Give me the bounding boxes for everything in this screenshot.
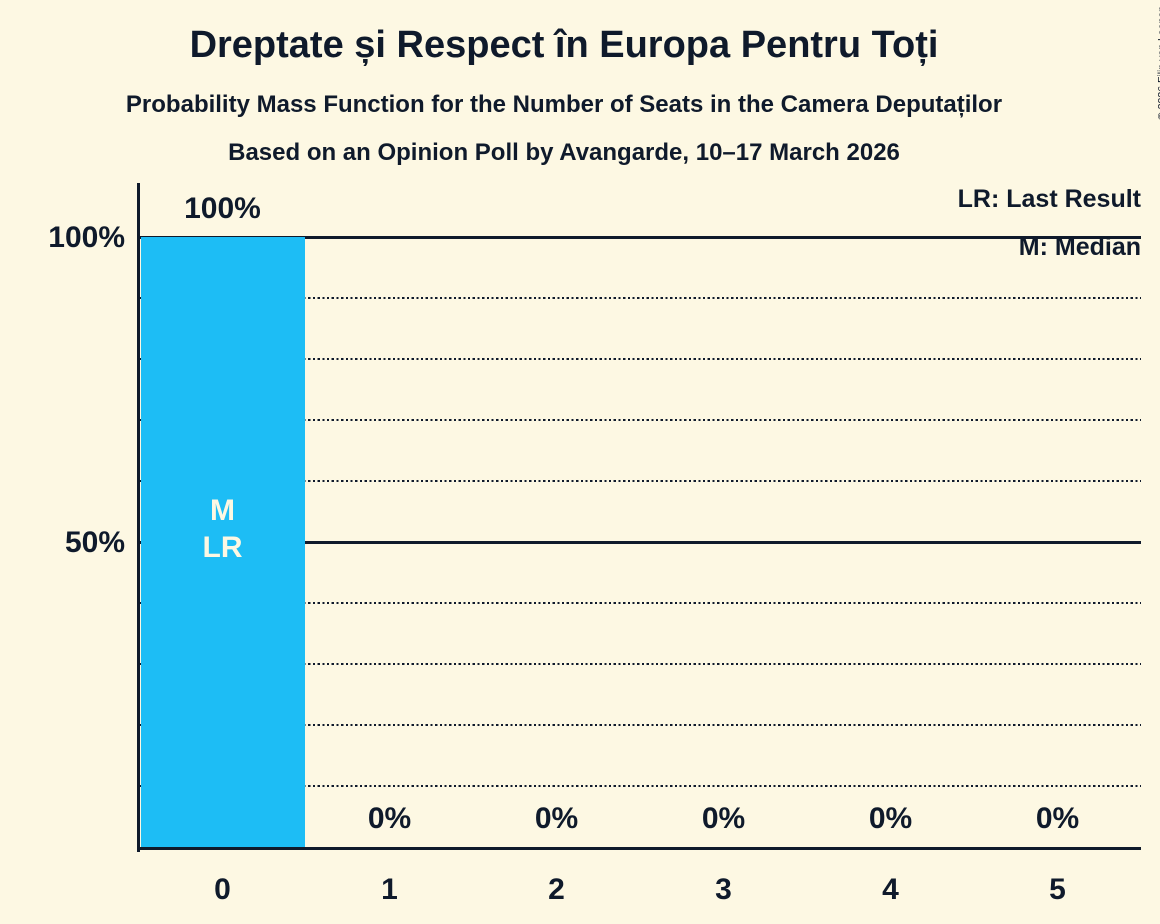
gridline-dotted-30pct (139, 662, 1141, 666)
bar-value-label-seats-1: 0% (367, 802, 412, 835)
gridline-solid-50pct (139, 540, 1141, 544)
bar-value-label-seats-2: 0% (534, 802, 579, 835)
x-axis-line (137, 847, 1141, 850)
chart-title: Dreptate și Respect în Europa Pentru Toț… (189, 24, 939, 66)
legend-median: M: Median (1018, 233, 1141, 261)
median-marker-label: M (210, 494, 235, 527)
bar-value-label-seats-0: 100% (184, 192, 261, 225)
legend-last-result: LR: Last Result (957, 185, 1141, 213)
last-result-marker-label: LR (202, 531, 243, 564)
bar-seats-0 (140, 237, 305, 848)
y-axis-line (137, 183, 140, 852)
gridline-dotted-80pct (139, 357, 1141, 361)
gridline-dotted-60pct (139, 479, 1141, 483)
chart-poll-note: Based on an Opinion Poll by Avangarde, 1… (228, 139, 900, 166)
copyright-notice: © 2026 Filip van Laenen (1156, 6, 1160, 120)
y-tick-label-50pct: 50% (64, 526, 125, 559)
gridline-dotted-90pct (139, 296, 1141, 300)
y-tick-label-100pct: 100% (48, 221, 125, 254)
gridline-solid-100pct (139, 235, 1141, 239)
bar-value-label-seats-3: 0% (701, 802, 746, 835)
bar-value-label-seats-4: 0% (868, 802, 913, 835)
x-tick-label-5: 5 (1049, 873, 1066, 906)
x-tick-label-0: 0 (214, 873, 231, 906)
gridline-dotted-20pct (139, 723, 1141, 727)
x-tick-label-4: 4 (882, 873, 899, 906)
x-tick-label-3: 3 (715, 873, 732, 906)
gridline-dotted-10pct (139, 784, 1141, 788)
x-tick-label-1: 1 (381, 873, 398, 906)
gridline-dotted-40pct (139, 601, 1141, 605)
gridline-dotted-70pct (139, 418, 1141, 422)
x-tick-label-2: 2 (548, 873, 565, 906)
bar-annotation-median-last-result: M LR (139, 492, 306, 566)
bar-value-label-seats-5: 0% (1035, 802, 1080, 835)
chart-subtitle: Probability Mass Function for the Number… (125, 91, 1003, 118)
